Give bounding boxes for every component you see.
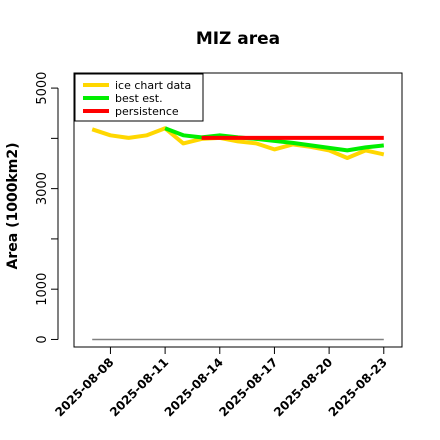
legend-label: ice chart data bbox=[115, 79, 191, 92]
y-tick-label: 3000 bbox=[35, 172, 50, 205]
series-layer bbox=[91, 126, 385, 341]
legend-label: best est. bbox=[115, 92, 163, 105]
y-axis-label: Area (1000km2) bbox=[5, 143, 21, 270]
y-tick-label: 0 bbox=[35, 335, 50, 343]
legend-label: persistence bbox=[115, 105, 179, 118]
chart-title: MIZ area bbox=[196, 29, 280, 49]
y-tick-label: 5000 bbox=[35, 72, 50, 105]
series-line-ice-chart-data bbox=[91, 126, 385, 160]
y-tick-label: 1000 bbox=[35, 273, 50, 306]
x-tick-label: 2025-08-23 bbox=[326, 355, 390, 419]
